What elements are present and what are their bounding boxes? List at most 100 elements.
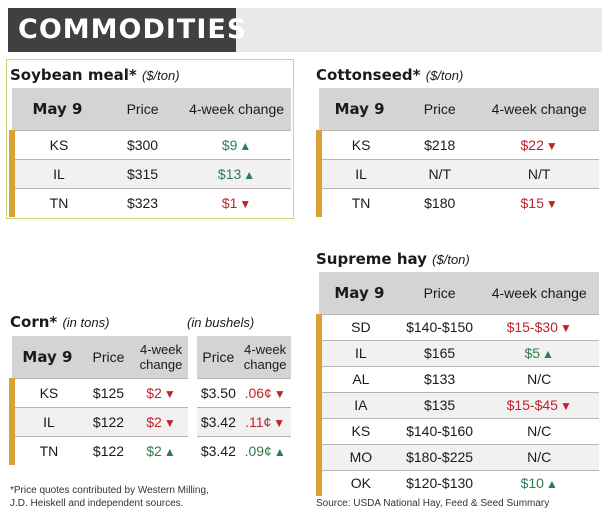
bushel-change-cell-value: .06¢: [244, 384, 272, 401]
corn-bushels-title: (in bushels): [187, 313, 254, 331]
change-cell-value: $2: [146, 442, 162, 459]
price-cell: $165: [399, 339, 480, 366]
state-cell: KS: [315, 129, 401, 159]
change-cell-value: $1: [221, 194, 238, 211]
corn-header-price: Price: [82, 336, 135, 378]
soybean-unit: ($/ton): [141, 68, 180, 83]
state-cell: IL: [9, 158, 103, 188]
triangle-up-icon: ▲: [542, 347, 554, 361]
triangle-down-icon: ▼: [559, 321, 572, 335]
change-cell: $9 ▲: [182, 129, 291, 159]
footnote-sources: *Price quotes contributed by Western Mil…: [10, 484, 209, 510]
state-cell: TN: [9, 435, 83, 465]
change-cell: $5 ▲: [479, 339, 599, 366]
state-cell: IA: [316, 391, 400, 418]
triangle-down-icon: ▼: [273, 415, 286, 430]
corn-unit-bushels: (in bushels): [187, 315, 255, 330]
soybean-header-price: Price: [102, 88, 183, 130]
table-row: OK $120-$130 $10 ▲: [316, 469, 599, 496]
change-cell: N/T: [479, 158, 599, 188]
state-cell: KS: [316, 417, 400, 444]
corn-rows: KS $125 $2 ▼ $3.50.06¢ ▼ IL $122 $2 ▼ $3.42.11¢ ▼ TN…: [9, 377, 291, 465]
change-cell: $15-$45 ▼: [479, 391, 599, 418]
hay-header-date: May 9: [319, 272, 400, 314]
change-cell-value: N/C: [527, 371, 552, 387]
price-cell: $218: [400, 129, 480, 159]
triangle-up-icon: ▲: [239, 138, 252, 153]
state-cell: IL: [316, 339, 400, 366]
cottonseed-header-price: Price: [400, 88, 480, 130]
soybean-highlight-box: [6, 59, 294, 219]
triangle-down-icon: ▼: [273, 386, 286, 401]
state-cell: TN: [315, 187, 401, 217]
triangle-up-icon: ▲: [243, 167, 256, 182]
table-row: AL $133 N/C: [316, 365, 599, 392]
price-cell: $315: [102, 158, 183, 188]
change-cell-value: $10: [520, 475, 544, 492]
cottonseed-header-change: 4-week change: [479, 88, 599, 130]
footnote-line-1: *Price quotes contributed by Western Mil…: [10, 485, 209, 496]
state-cell: AL: [316, 365, 400, 392]
bushel-change-cell: .09¢ ▲: [239, 435, 291, 465]
change-cell-value: $9: [221, 136, 238, 153]
change-cell: $13 ▲: [182, 158, 291, 188]
soybean-header-date: May 9: [12, 88, 103, 130]
table-row: IL $165 $5 ▲: [316, 339, 599, 366]
price-cell: $180: [400, 187, 480, 217]
change-cell-value: N/T: [527, 165, 551, 182]
hay-table: May 9 Price 4-week change SD $140-$150 $15…: [316, 272, 599, 496]
table-row: IL $315 $13 ▲: [9, 158, 291, 188]
corn-unit: (in tons): [62, 315, 110, 330]
table-row: TN $323 $1 ▼: [9, 187, 291, 217]
change-cell-value: $22: [520, 136, 544, 153]
price-cell: $140-$150: [399, 313, 480, 340]
gap-cell: [187, 378, 198, 407]
state-cell: IL: [9, 406, 83, 436]
state-cell: OK: [316, 469, 400, 496]
triangle-up-icon: ▲: [163, 444, 176, 459]
gap-cell: [187, 436, 198, 465]
change-cell-value: N/C: [527, 449, 552, 465]
corn-header-bushel-price: Price: [197, 336, 240, 378]
price-cell: $125: [82, 377, 135, 407]
table-row: KS $300 $9 ▲: [9, 129, 291, 159]
price-cell: $180-$225: [399, 443, 480, 470]
footnote-usda: Source: USDA National Hay, Feed & Seed S…: [316, 498, 550, 509]
triangle-down-icon: ▼: [559, 399, 572, 413]
cottonseed-table: May 9 Price 4-week change KS $218 $22 ▼ IL N/…: [315, 88, 599, 217]
corn-header-date: May 9: [12, 336, 83, 378]
change-cell: $2 ▼: [134, 406, 188, 436]
bushel-change-cell-value: .09¢: [244, 442, 272, 459]
table-row: TN $122 $2 ▲ $3.42.09¢ ▲: [9, 435, 291, 465]
state-cell: KS: [9, 377, 83, 407]
price-cell: $135: [399, 391, 480, 418]
bushel-change-cell: .11¢ ▼: [239, 406, 291, 436]
bushel-price-cell: $3.42: [197, 435, 240, 465]
change-cell-value: N/C: [527, 423, 552, 439]
hay-header-change: 4-week change: [479, 272, 599, 314]
hay-title-text: Supreme hay: [316, 250, 427, 268]
triangle-down-icon: ▼: [163, 415, 176, 430]
change-cell: $2 ▲: [134, 435, 188, 465]
change-cell: $22 ▼: [479, 129, 599, 159]
corn-header-gap: [187, 336, 198, 378]
change-cell: $15 ▼: [479, 187, 599, 217]
change-cell-value: $13: [217, 165, 242, 182]
price-cell: $323: [102, 187, 183, 217]
bushel-price-cell: $3.50: [197, 377, 240, 407]
change-cell-value: $2: [146, 384, 162, 401]
change-cell-value: $15-$30: [506, 319, 558, 335]
table-row: MO $180-$225 N/C: [316, 443, 599, 470]
corn-title-text: Corn*: [10, 313, 58, 331]
state-cell: MO: [316, 443, 400, 470]
change-cell: $10 ▲: [479, 469, 599, 496]
gap-cell: [187, 407, 198, 436]
table-row: IL $122 $2 ▼ $3.42.11¢ ▼: [9, 406, 291, 436]
price-cell: $120-$130: [399, 469, 480, 496]
change-cell-value: $15-$45: [506, 397, 558, 413]
price-cell: $133: [399, 365, 480, 392]
soybean-title: Soybean meal* ($/ton): [10, 66, 180, 84]
change-cell: N/C: [479, 365, 599, 392]
cottonseed-header-date: May 9: [319, 88, 401, 130]
triangle-down-icon: ▼: [545, 196, 558, 211]
